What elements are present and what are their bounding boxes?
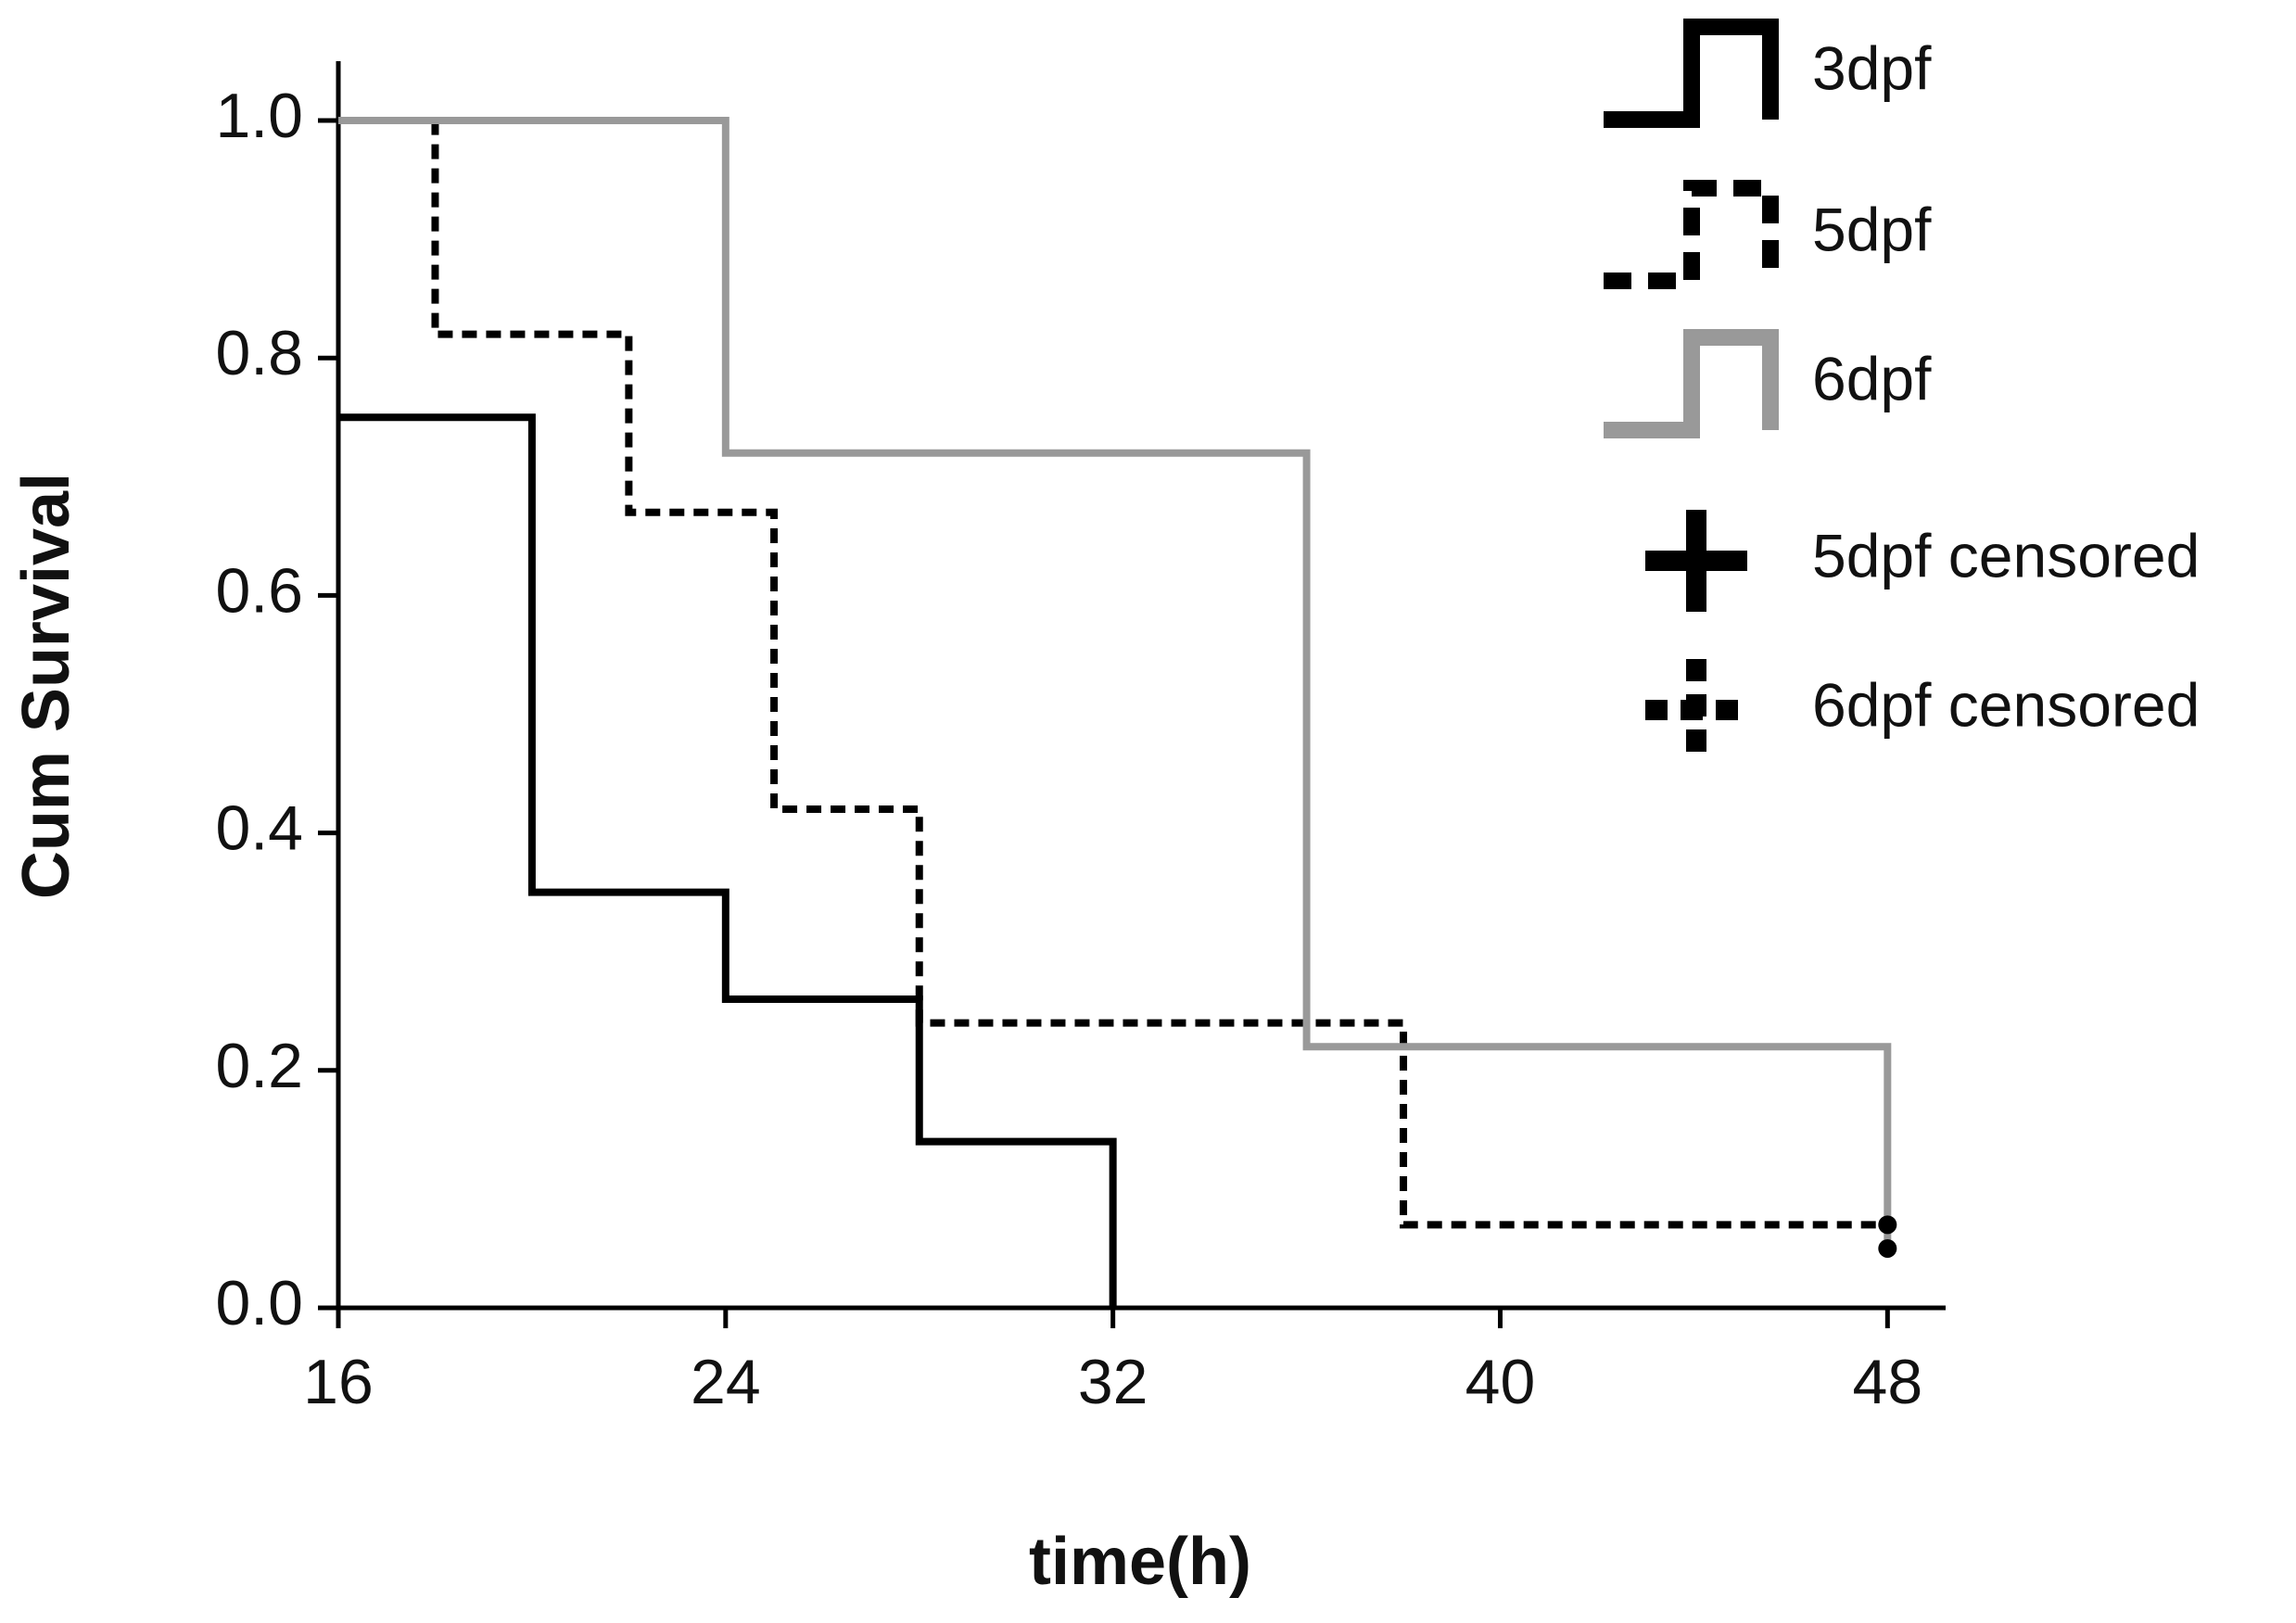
legend-symbol xyxy=(1604,329,1779,438)
x-tick-label: 32 xyxy=(1078,1347,1148,1417)
y-tick-label: 0.8 xyxy=(215,318,303,388)
legend-label: 6dpf censored xyxy=(1812,670,2200,739)
y-tick-label: 1.0 xyxy=(215,81,303,151)
legend-item: 6dpf xyxy=(1604,329,1932,438)
legend-symbol xyxy=(1645,510,1747,612)
legend-label: 5dpf censored xyxy=(1812,521,2200,590)
x-axis-title: time(h) xyxy=(1029,1525,1251,1599)
x-tick-label: 48 xyxy=(1853,1347,1923,1417)
legend-label: 3dpf xyxy=(1812,33,1932,102)
legend-symbol xyxy=(1604,180,1779,289)
legend-symbol xyxy=(1604,19,1779,128)
legend-label: 6dpf xyxy=(1812,344,1932,412)
censor-mark xyxy=(1878,1215,1897,1235)
x-tick-label: 24 xyxy=(691,1347,761,1417)
legend-symbol xyxy=(1645,659,1747,761)
censor-mark xyxy=(1878,1238,1897,1258)
y-tick-label: 0.2 xyxy=(215,1031,303,1101)
legend-item: 3dpf xyxy=(1604,19,1932,128)
y-axis-title: Cum Survival xyxy=(9,473,83,899)
survival-curve xyxy=(338,117,1892,1249)
y-tick-label: 0.0 xyxy=(215,1268,303,1338)
legend-item: 5dpf censored xyxy=(1645,510,2200,612)
survival-curve xyxy=(338,117,1888,1229)
legend-label: 5dpf xyxy=(1812,195,1932,263)
y-tick-label: 0.4 xyxy=(215,793,303,864)
survival-curve xyxy=(338,413,1117,1308)
x-tick-label: 40 xyxy=(1465,1347,1536,1417)
legend-item: 6dpf censored xyxy=(1645,659,2200,761)
x-tick-label: 16 xyxy=(303,1347,374,1417)
y-tick-label: 0.6 xyxy=(215,555,303,626)
legend-item: 5dpf xyxy=(1604,180,1932,289)
